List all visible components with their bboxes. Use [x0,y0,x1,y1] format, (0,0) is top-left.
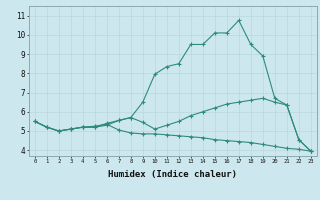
X-axis label: Humidex (Indice chaleur): Humidex (Indice chaleur) [108,170,237,179]
